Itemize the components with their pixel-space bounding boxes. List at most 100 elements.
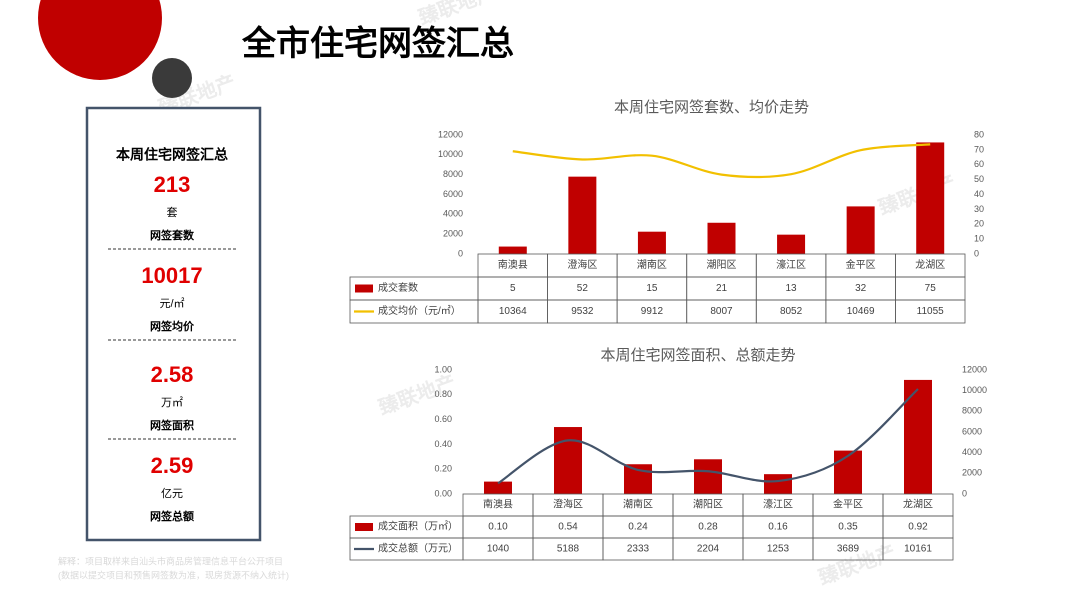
table-value: 75 xyxy=(925,283,937,294)
table-value: 9532 xyxy=(571,306,594,317)
y-tick-label: 8000 xyxy=(443,169,463,179)
summary-value: 2.59 xyxy=(151,453,194,478)
summary-heading: 本周住宅网签汇总 xyxy=(116,147,228,163)
y-tick-label: 2000 xyxy=(443,229,463,239)
bar xyxy=(904,379,932,494)
y2-tick-label: 50 xyxy=(974,174,984,184)
y-tick-label: 6000 xyxy=(443,189,463,199)
y2-tick-label: 20 xyxy=(974,219,984,229)
summary-unit: 套 xyxy=(167,206,178,219)
bar xyxy=(777,234,806,254)
y-tick-label: 0.80 xyxy=(434,389,452,399)
table-value: 13 xyxy=(786,283,798,294)
y-tick-label: 0.00 xyxy=(434,488,452,498)
category-label: 金平区 xyxy=(846,258,876,271)
y2-tick-label: 60 xyxy=(974,159,984,169)
y2-tick-label: 6000 xyxy=(962,426,982,436)
y-tick-label: 4000 xyxy=(443,209,463,219)
y2-tick-label: 30 xyxy=(974,204,984,214)
category-label: 澄海区 xyxy=(567,258,597,271)
category-label: 澄海区 xyxy=(553,498,583,511)
y2-tick-label: 10000 xyxy=(962,385,987,395)
category-label: 潮阳区 xyxy=(693,498,723,511)
table-value: 2204 xyxy=(697,544,720,555)
bar xyxy=(834,450,862,494)
summary-unit: 元/㎡ xyxy=(159,297,184,310)
footnote: 解释：项目取样来自汕头市商品房管理信息平台公开项目 xyxy=(58,555,283,566)
bar xyxy=(764,474,792,494)
table-value: 0.35 xyxy=(838,522,858,533)
bar xyxy=(624,464,652,494)
y-tick-label: 0.60 xyxy=(434,414,452,424)
y-tick-label: 0 xyxy=(458,248,463,258)
summary-value: 2.58 xyxy=(151,362,194,387)
line xyxy=(512,143,931,179)
chart-title: 本周住宅网签套数、均价走势 xyxy=(614,99,809,116)
table-cell xyxy=(882,537,954,561)
y2-tick-label: 2000 xyxy=(962,468,982,478)
decor-circle-dark xyxy=(152,58,192,98)
table-value: 10364 xyxy=(499,306,527,317)
category-label: 潮阳区 xyxy=(707,258,737,271)
category-label: 龙湖区 xyxy=(903,498,933,511)
table-value: 10161 xyxy=(904,544,932,555)
table-value: 8052 xyxy=(780,306,803,317)
bar xyxy=(554,427,582,494)
legend-swatch xyxy=(355,523,373,531)
y2-tick-label: 40 xyxy=(974,189,984,199)
table-value: 21 xyxy=(716,283,728,294)
summary-label: 网签均价 xyxy=(150,319,195,333)
bar xyxy=(916,142,945,254)
line xyxy=(497,388,919,485)
page-title: 全市住宅网签汇总 xyxy=(241,24,514,63)
y2-tick-label: 80 xyxy=(974,129,984,139)
y-tick-label: 0.20 xyxy=(434,464,452,474)
table-cell xyxy=(895,299,966,324)
bar xyxy=(568,176,597,254)
summary-unit: 亿元 xyxy=(161,487,183,500)
table-value: 0.92 xyxy=(908,522,928,533)
summary-label: 网签面积 xyxy=(150,418,194,432)
legend-label: 成交面积（万㎡） xyxy=(378,520,458,533)
table-value: 0.54 xyxy=(558,522,578,533)
y-tick-label: 0.40 xyxy=(434,439,452,449)
y-tick-label: 1.00 xyxy=(434,364,452,374)
table-value: 1040 xyxy=(487,544,510,555)
footnote: (数据以提交项目和预售网签数为准，现房货源不纳入统计) xyxy=(58,569,289,580)
category-label: 潮南区 xyxy=(623,498,653,511)
category-label: 南澳县 xyxy=(483,498,513,511)
summary-label: 网签套数 xyxy=(150,228,195,242)
table-value: 52 xyxy=(577,283,589,294)
table-value: 10469 xyxy=(847,306,875,317)
table-value: 0.10 xyxy=(488,522,508,533)
table-value: 11055 xyxy=(917,306,945,317)
category-label: 潮南区 xyxy=(637,258,667,271)
bar xyxy=(498,246,527,254)
charts: 本周住宅网签套数、均价走势020004000600080001000012000… xyxy=(349,99,987,561)
table-value: 5188 xyxy=(557,544,580,555)
category-label: 濠江区 xyxy=(776,258,806,271)
table-value: 9912 xyxy=(641,306,664,317)
summary-value: 213 xyxy=(154,172,191,197)
table-value: 2333 xyxy=(627,544,650,555)
table-value: 15 xyxy=(646,283,658,294)
y2-tick-label: 70 xyxy=(974,144,984,154)
table-value: 0.24 xyxy=(628,522,648,533)
table-value: 1253 xyxy=(767,544,790,555)
y2-tick-label: 0 xyxy=(974,248,979,258)
y2-tick-label: 12000 xyxy=(962,364,987,374)
y2-tick-label: 0 xyxy=(962,488,967,498)
bar xyxy=(484,481,512,494)
legend-label: 成交套数 xyxy=(378,281,418,294)
legend-label: 成交均价（元/㎡） xyxy=(378,304,461,317)
chart-title: 本周住宅网签面积、总额走势 xyxy=(600,347,795,364)
table-value: 8007 xyxy=(710,306,733,317)
legend-label: 成交总额（万元） xyxy=(378,542,458,555)
table-value: 0.16 xyxy=(768,522,788,533)
summary-unit: 万㎡ xyxy=(161,396,183,409)
summary-label: 网签总额 xyxy=(150,509,194,523)
bar xyxy=(637,231,666,254)
category-label: 濠江区 xyxy=(763,498,793,511)
